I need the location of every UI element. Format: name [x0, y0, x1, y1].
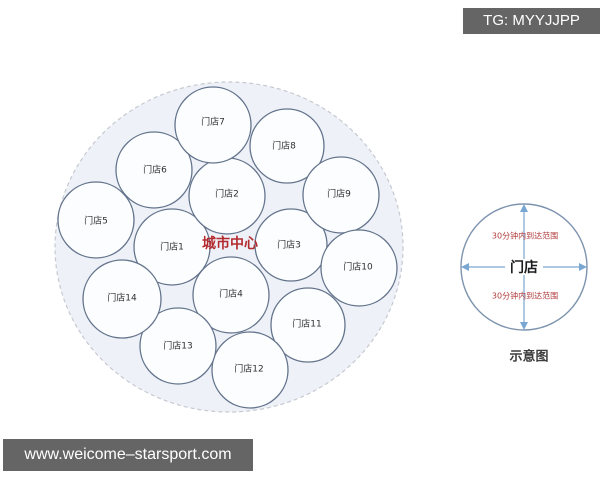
legend: 30分钟内到达范围 30分钟内到达范围 门店 示意图 [460, 203, 588, 365]
store-6: 门店6 [115, 131, 193, 209]
city-center-label: 城市中心 [202, 235, 258, 252]
store-circle [192, 256, 270, 334]
store-circle [320, 229, 398, 307]
store-label: 门店6 [143, 164, 167, 176]
store-label: 门店2 [215, 188, 239, 200]
legend-caption: 示意图 [509, 349, 548, 365]
store-8: 门店8 [249, 108, 325, 184]
store-label: 门店7 [201, 116, 225, 128]
arrow-left-icon [461, 263, 469, 271]
store-circle [82, 259, 162, 339]
store-label: 门店4 [219, 288, 243, 300]
store-1: 门店1 [133, 208, 211, 286]
arrow-down-icon [520, 322, 528, 330]
store-7: 门店7 [174, 86, 252, 164]
store-label: 门店9 [327, 188, 351, 200]
telegram-watermark-badge: TG: MYYJJPP [463, 8, 600, 34]
store-3: 门店3 [254, 208, 328, 282]
store-circle [302, 156, 380, 234]
store-2: 门店2 [188, 157, 266, 235]
range-label-top: 30分钟内到达范围 [492, 231, 558, 241]
legend-store-label: 门店 [510, 259, 538, 276]
arrow-right-icon [579, 263, 587, 271]
store-circle [57, 181, 135, 259]
store-11: 门店11 [270, 287, 346, 363]
store-label: 门店5 [84, 215, 108, 227]
store-circle [254, 208, 328, 282]
range-label-bottom: 30分钟内到达范围 [492, 291, 558, 301]
store-label: 门店3 [277, 239, 301, 251]
store-circle [249, 108, 325, 184]
arrow-up-icon [520, 204, 528, 212]
store-4: 门店4 [192, 256, 270, 334]
store-label: 门店1 [160, 241, 184, 253]
store-label: 门店14 [107, 292, 137, 304]
store-5: 门店5 [57, 181, 135, 259]
store-circle [211, 331, 289, 409]
store-circle [139, 307, 217, 385]
store-label: 门店11 [292, 318, 321, 330]
store-9: 门店9 [302, 156, 380, 234]
store-12: 门店12 [211, 331, 289, 409]
store-circle [174, 86, 252, 164]
website-watermark-badge: www.weicome–starsport.com [3, 439, 253, 471]
store-circle [133, 208, 211, 286]
legend-label-backing [505, 259, 543, 275]
store-label: 门店12 [234, 363, 263, 375]
store-label: 门店8 [272, 140, 296, 152]
store-circle [270, 287, 346, 363]
store-circle [115, 131, 193, 209]
store-10: 门店10 [320, 229, 398, 307]
store-label: 门店10 [343, 261, 373, 273]
store-14: 门店14 [82, 259, 162, 339]
store-label: 门店13 [163, 340, 192, 352]
store-13: 门店13 [139, 307, 217, 385]
